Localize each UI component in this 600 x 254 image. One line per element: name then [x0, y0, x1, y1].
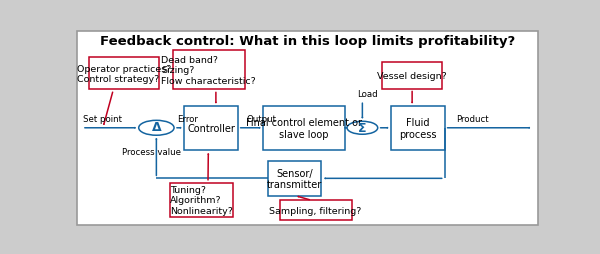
Text: Operator practices?
Control strategy?: Operator practices? Control strategy?	[77, 64, 171, 84]
Text: Controller: Controller	[187, 124, 235, 134]
Text: Fluid
process: Fluid process	[399, 118, 437, 139]
Text: Δ: Δ	[152, 121, 161, 134]
FancyBboxPatch shape	[184, 107, 238, 151]
FancyBboxPatch shape	[280, 201, 352, 220]
FancyBboxPatch shape	[263, 107, 345, 151]
Text: Tuning?
Algorithm?
Nonlinearity?: Tuning? Algorithm? Nonlinearity?	[170, 185, 233, 215]
Text: Σ: Σ	[358, 122, 367, 135]
Text: Error: Error	[178, 114, 198, 123]
Text: Process value: Process value	[121, 148, 181, 157]
Text: Feedback control: What in this loop limits profitability?: Feedback control: What in this loop limi…	[100, 35, 515, 48]
Text: Product: Product	[456, 114, 489, 123]
FancyBboxPatch shape	[170, 183, 233, 217]
FancyBboxPatch shape	[382, 63, 442, 89]
Text: Sampling, filtering?: Sampling, filtering?	[269, 206, 362, 215]
FancyBboxPatch shape	[391, 107, 445, 151]
Text: Set point: Set point	[83, 114, 122, 123]
Circle shape	[139, 121, 174, 136]
Circle shape	[347, 122, 378, 135]
FancyBboxPatch shape	[89, 58, 158, 90]
Text: Output: Output	[246, 114, 276, 123]
FancyBboxPatch shape	[268, 162, 322, 196]
FancyBboxPatch shape	[173, 51, 245, 90]
Text: Sensor/
transmitter: Sensor/ transmitter	[267, 168, 322, 189]
Text: Load: Load	[357, 90, 377, 99]
FancyBboxPatch shape	[77, 31, 538, 225]
Text: Final control element or
slave loop: Final control element or slave loop	[246, 118, 362, 139]
Text: Dead band?
Sizing?
Flow characteristic?: Dead band? Sizing? Flow characteristic?	[161, 56, 256, 85]
Text: Vessel design?: Vessel design?	[377, 71, 447, 81]
